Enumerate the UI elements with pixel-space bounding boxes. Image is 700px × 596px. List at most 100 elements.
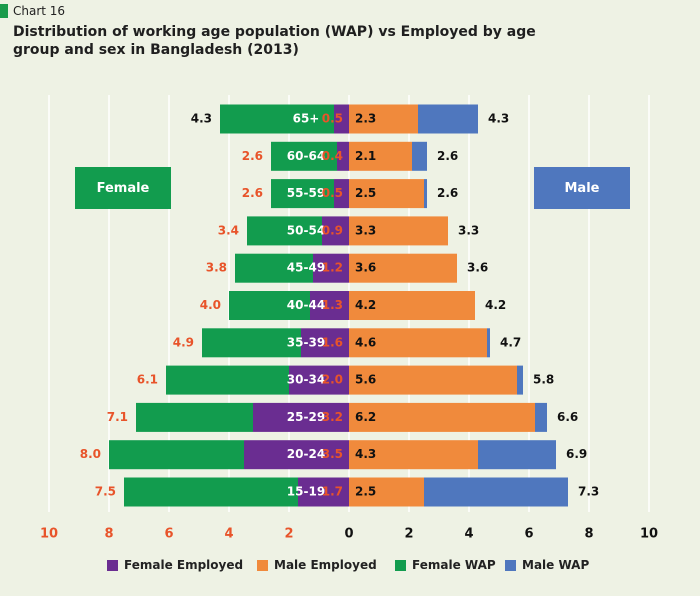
age-group-label: 50-54	[287, 223, 325, 237]
chart-accent-bar	[0, 4, 8, 18]
label-male-employed: 5.6	[355, 373, 376, 387]
bar-male-employed	[349, 216, 448, 246]
bar-female-employed	[337, 141, 349, 171]
label-female-wap: 8.0	[80, 447, 101, 461]
chart-title: Distribution of working age population (…	[13, 24, 536, 58]
label-female-wap: 7.1	[107, 410, 128, 424]
label-male-wap: 4.2	[485, 298, 506, 312]
legend-swatch-female-wap	[395, 559, 406, 571]
label-female-wap: 7.5	[95, 485, 116, 499]
label-male-wap: 4.7	[500, 335, 521, 349]
label-female-wap: 3.4	[218, 223, 239, 237]
legend-label-male-employed: Male Employed	[274, 558, 377, 572]
x-tick-label: 0	[344, 527, 353, 542]
legend-label-female-employed: Female Employed	[124, 558, 244, 572]
x-tick-label: 8	[584, 527, 593, 542]
chart-number: Chart 16	[13, 4, 66, 18]
label-female-employed: 0.5	[322, 186, 343, 200]
legend-label-male-wap: Male WAP	[522, 558, 590, 572]
bar-male-employed	[349, 440, 478, 470]
label-female-wap: 6.1	[137, 373, 158, 387]
bar-male-employed	[349, 291, 475, 320]
label-male-employed: 4.2	[355, 298, 376, 312]
label-male-wap: 6.9	[566, 447, 587, 461]
age-group-label: 40-44	[287, 298, 325, 312]
bar-male-wap	[424, 179, 427, 209]
age-group-label: 35-39	[287, 335, 325, 349]
bar-male-wap	[517, 365, 523, 395]
bar-female-wap	[202, 328, 301, 358]
chart-legend: Female Employed Male Employed Female WAP…	[0, 558, 700, 578]
bar-male-employed	[349, 402, 535, 432]
bar-male-employed	[349, 141, 412, 171]
bar-female-wap	[271, 179, 334, 209]
label-male-employed: 2.3	[355, 112, 376, 126]
label-male-wap: 6.6	[557, 410, 578, 424]
x-tick-label: 6	[164, 527, 173, 542]
label-female-employed: 2.0	[322, 373, 343, 387]
x-tick-label: 10	[640, 527, 658, 542]
age-group-label: 60-64	[287, 149, 325, 163]
label-female-employed: 1.7	[322, 485, 343, 499]
label-male-wap: 2.6	[437, 186, 458, 200]
label-female-employed: 1.2	[322, 261, 343, 275]
bar-male-wap	[487, 328, 490, 358]
age-group-label: 65+	[293, 112, 320, 126]
legend-label-female-wap: Female WAP	[412, 558, 496, 572]
label-female-employed: 0.4	[322, 149, 343, 163]
bar-female-wap	[166, 365, 289, 395]
bar-female-employed	[313, 253, 349, 283]
label-male-employed: 6.2	[355, 410, 376, 424]
age-group-label: 55-59	[287, 186, 325, 200]
bar-female-employed	[289, 365, 349, 395]
x-tick-label: 8	[104, 527, 113, 542]
bar-female-wap	[235, 253, 313, 283]
bar-female-employed	[244, 440, 349, 470]
label-female-employed: 1.3	[322, 298, 343, 312]
label-female-employed: 3.5	[322, 447, 343, 461]
bar-female-wap	[220, 104, 334, 134]
label-female-employed: 3.2	[322, 410, 343, 424]
bar-male-employed	[349, 104, 418, 134]
label-male-wap: 7.3	[578, 485, 599, 499]
legend-item-male-employed: Male Employed	[257, 558, 377, 572]
legend-item-male-wap: Male WAP	[505, 558, 589, 572]
label-male-employed: 2.5	[355, 485, 376, 499]
age-group-label: 45-49	[287, 261, 325, 275]
bar-female-wap	[136, 402, 253, 432]
bar-male-employed	[349, 253, 457, 283]
x-tick-label: 10	[40, 527, 58, 542]
age-group-label: 20-24	[287, 447, 325, 461]
bar-male-wap	[412, 141, 427, 171]
bar-male-employed	[349, 328, 487, 358]
label-female-wap: 2.6	[242, 186, 263, 200]
x-tick-label: 2	[404, 527, 413, 542]
bar-female-employed	[322, 216, 349, 246]
label-male-wap: 3.6	[467, 261, 488, 275]
legend-item-female-wap: Female WAP	[395, 558, 496, 572]
label-female-wap: 4.3	[191, 112, 212, 126]
bar-male-wap	[424, 477, 568, 507]
legend-item-female-employed: Female Employed	[107, 558, 243, 572]
label-female-wap: 4.0	[200, 298, 221, 312]
x-tick-label: 4	[464, 527, 473, 542]
bar-female-employed	[298, 477, 349, 507]
label-male-wap: 3.3	[458, 223, 479, 237]
label-male-employed: 3.6	[355, 261, 376, 275]
label-male-employed: 3.3	[355, 223, 376, 237]
legend-swatch-male-employed	[257, 559, 268, 571]
bar-female-wap	[271, 141, 337, 171]
x-tick-label: 4	[224, 527, 233, 542]
age-group-label: 30-34	[287, 373, 325, 387]
bar-male-employed	[349, 365, 517, 395]
male-side-label: Male	[534, 167, 630, 209]
legend-swatch-male-wap	[505, 559, 516, 571]
bar-male-wap	[418, 104, 478, 134]
label-male-employed: 4.3	[355, 447, 376, 461]
label-male-wap: 4.3	[488, 112, 509, 126]
bar-male-employed	[349, 477, 424, 507]
bar-male-wap	[478, 440, 556, 470]
bar-female-employed	[334, 104, 349, 134]
label-female-employed: 1.6	[322, 335, 343, 349]
